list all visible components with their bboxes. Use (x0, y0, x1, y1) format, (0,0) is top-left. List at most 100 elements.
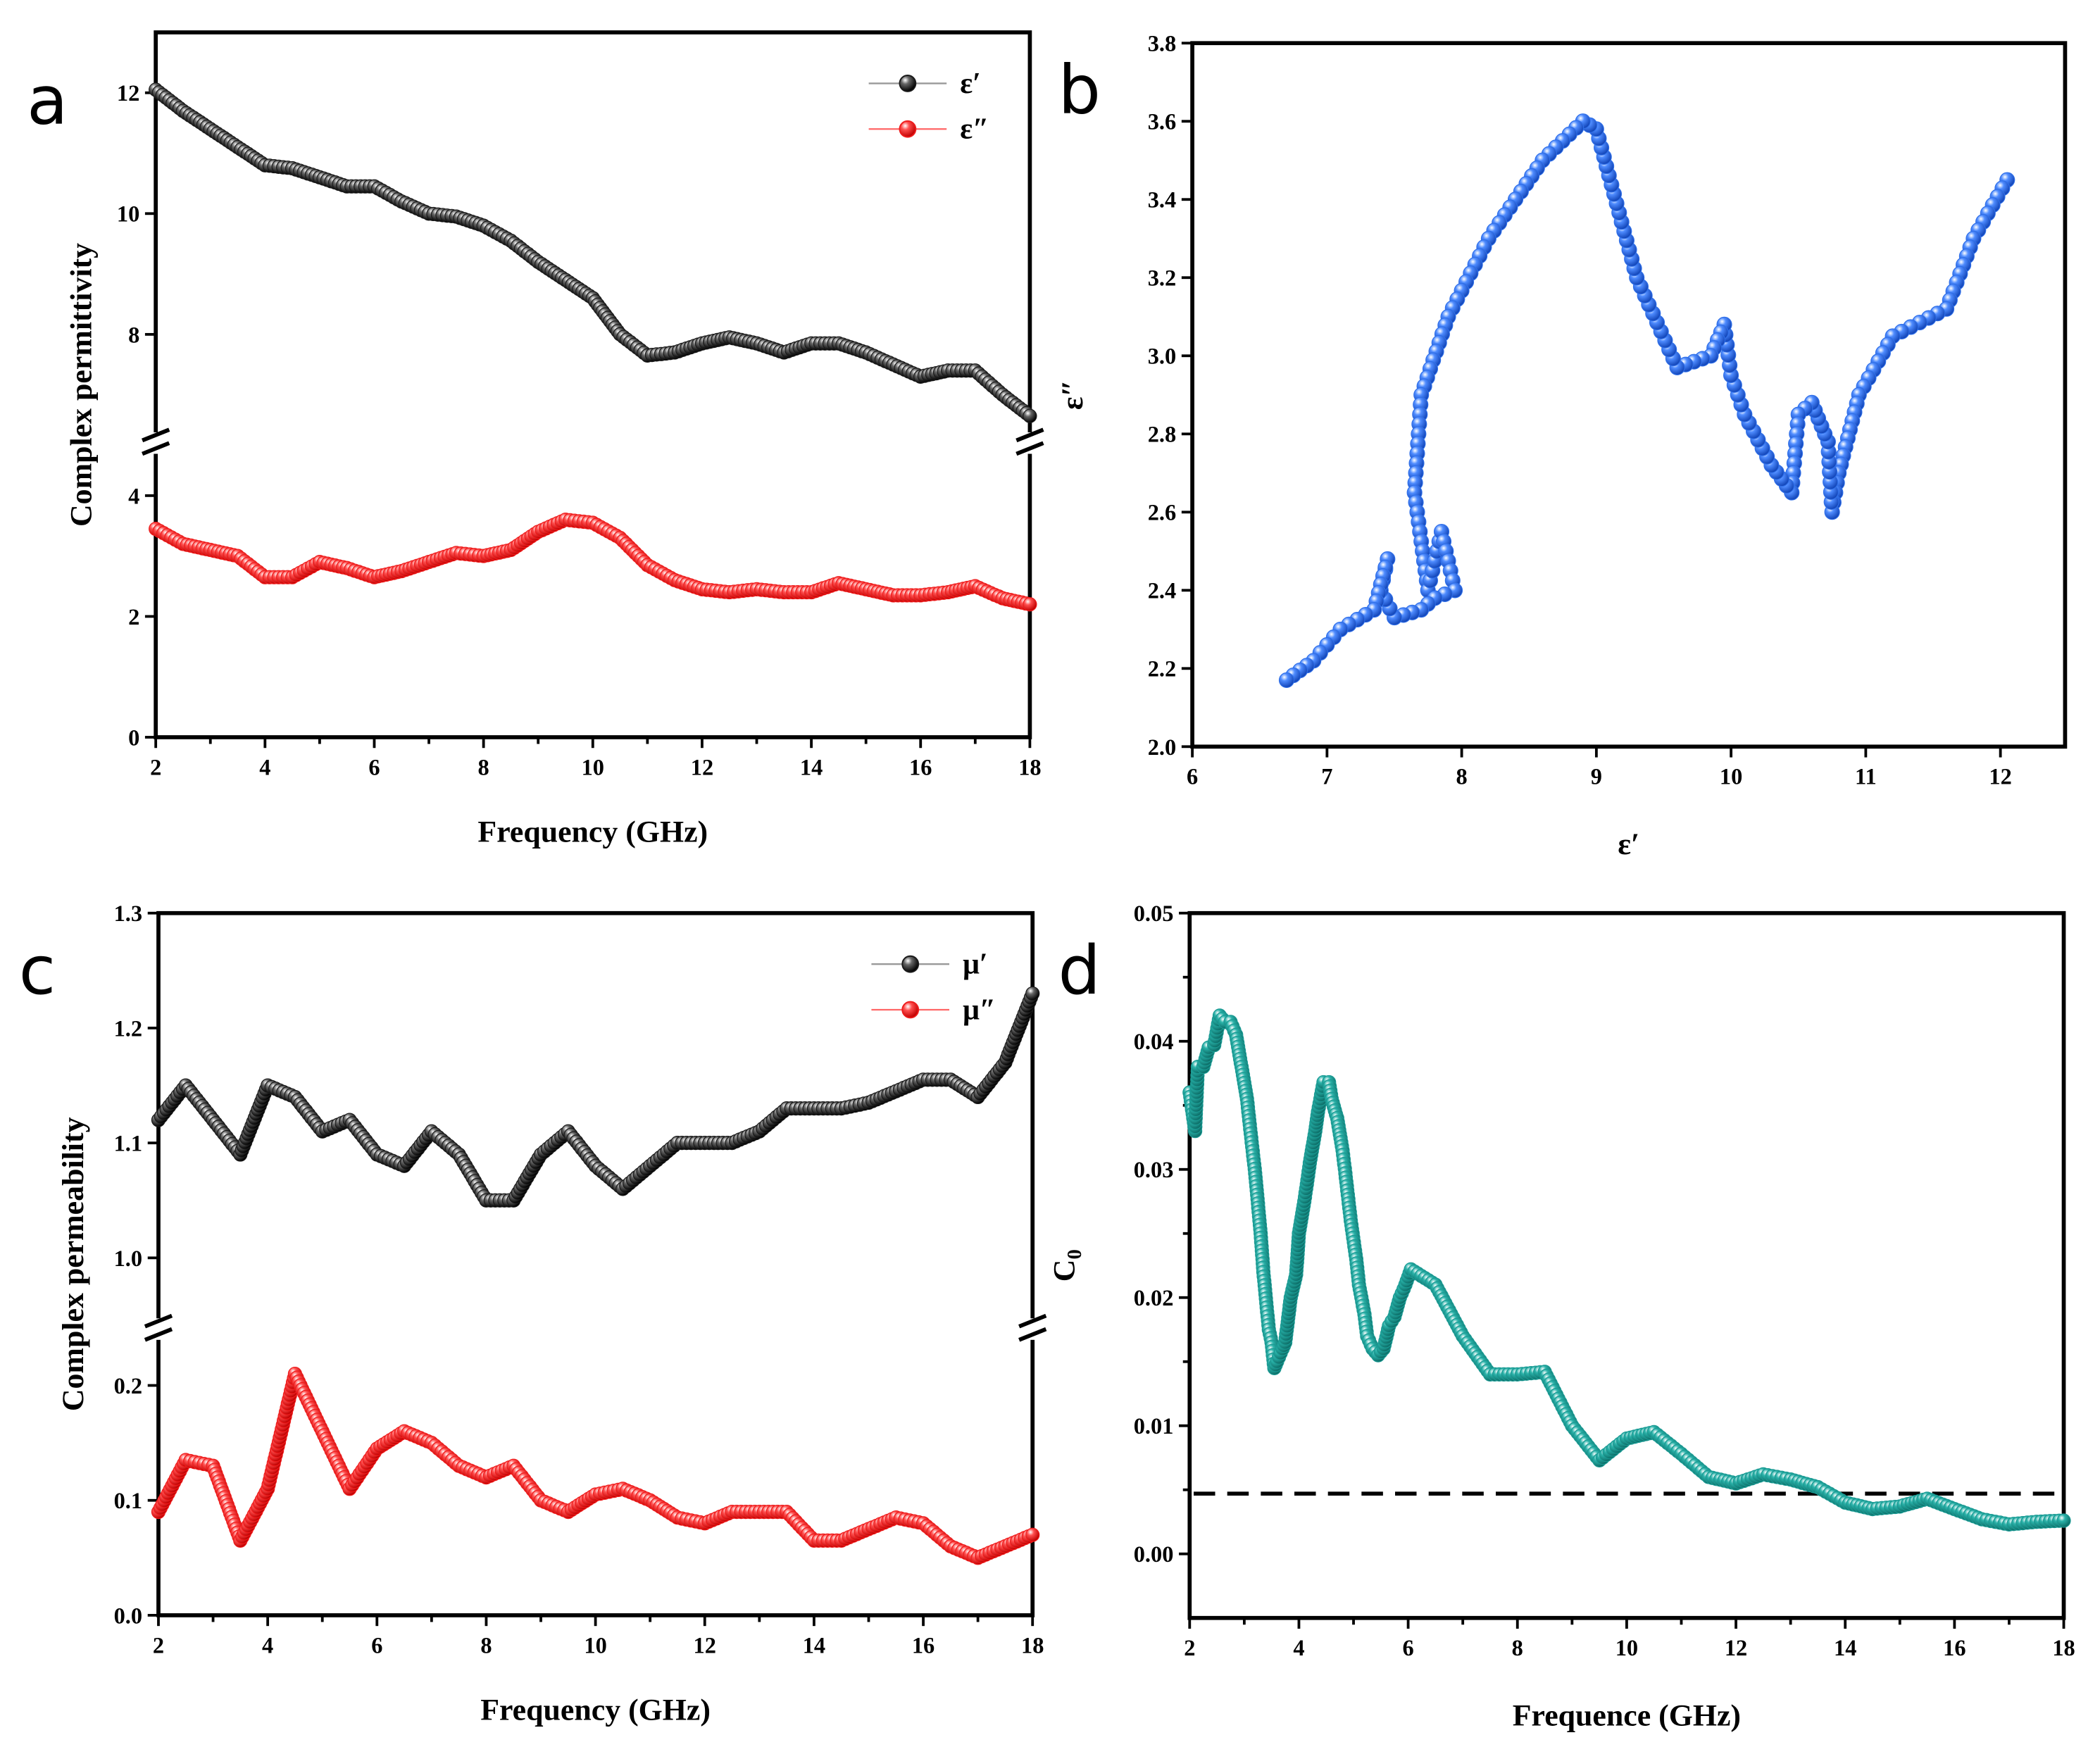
axis-break-mark (142, 427, 170, 443)
x-tick-label: 14 (800, 755, 823, 780)
x-tick-label: 7 (1321, 765, 1332, 790)
panel-letter: d (1058, 932, 1101, 1010)
y-tick-label: 3.8 (1148, 32, 1177, 57)
x-tick-label: 2 (150, 755, 161, 780)
x-tick-label: 6 (368, 755, 380, 780)
plot-frame (154, 30, 1032, 739)
x-axis-label: Frequence (GHz) (1513, 1698, 1741, 1732)
legend-marker (899, 120, 917, 138)
y-tick-label: 0.03 (1134, 1158, 1174, 1183)
y-tick-label: 0.00 (1134, 1542, 1174, 1567)
cole-cole-line (1286, 120, 2008, 681)
y-tick-label: 1.0 (114, 1246, 143, 1272)
legend-marker (901, 1001, 920, 1019)
y-axis-label: Complex permeability (56, 1117, 90, 1411)
y-tick-label: 3.2 (1148, 266, 1177, 292)
x-tick-label: 14 (1834, 1636, 1856, 1661)
x-tick-label: 4 (259, 755, 270, 780)
x-tick-label: 18 (1021, 1633, 1044, 1658)
x-tick-label: 18 (2052, 1636, 2075, 1661)
y-tick-label: 3.0 (1148, 344, 1177, 370)
x-tick-label: 12 (694, 1633, 716, 1658)
legend-marker (901, 955, 920, 973)
y-axis-label: C0 (1047, 1249, 1086, 1282)
axis-break-mark (142, 441, 170, 456)
y-tick-label: 1.1 (114, 1132, 143, 1157)
y-tick-label: 0 (128, 725, 139, 751)
y-tick-label: 2.8 (1148, 422, 1177, 448)
x-tick-label: 10 (1720, 765, 1742, 790)
y-tick-label: 2.4 (1148, 579, 1177, 604)
panel-d: d 2 4 6 8 10 12 14 16 18 Frequence (GHz) 0.00 0.01 0.… (1047, 901, 2075, 1732)
x-tick-label: 2 (153, 1633, 164, 1658)
x-tick-label: 9 (1591, 765, 1602, 790)
y-axis-label: Complex permittivity (65, 243, 99, 527)
legend-label: ε′ (960, 68, 981, 100)
x-tick-label: 6 (371, 1633, 382, 1658)
y-tick-label: 2.6 (1148, 501, 1177, 526)
x-tick-label: 10 (1615, 1636, 1638, 1661)
legend-label: ε″ (960, 113, 989, 146)
axis-break-mark (1018, 1327, 1047, 1342)
panel-b: b 6 7 8 9 10 11 12 ε′ 2.0 2.2 2.4 2.6 2.8 3.0 3.2 3.4 3.6… (1056, 32, 2068, 861)
x-tick-label: 4 (262, 1633, 273, 1658)
plot-frame (156, 910, 1035, 1617)
y-tick-label: 0.05 (1134, 901, 1174, 927)
y-axis-label: ε″ (1056, 380, 1089, 410)
y-tick-label: 2 (128, 605, 139, 630)
y-tick-label: 2.2 (1148, 657, 1177, 682)
axis-break-mark (1015, 441, 1044, 456)
x-tick-label: 18 (1018, 755, 1041, 780)
series-lower-point (1023, 597, 1037, 612)
x-tick-label: 8 (480, 1633, 492, 1658)
y-tick-label: 8 (128, 323, 139, 348)
x-axis-label: ε′ (1618, 827, 1639, 861)
x-tick-label: 11 (1855, 765, 1877, 790)
x-tick-label: 8 (1512, 1636, 1523, 1661)
x-tick-label: 16 (1943, 1636, 1965, 1661)
y-tick-label: 1.2 (114, 1016, 143, 1041)
y-tick-label: 0.0 (114, 1603, 143, 1629)
y-tick-label: 0.1 (114, 1489, 143, 1514)
series-lower-point (1025, 1527, 1040, 1542)
y-tick-label: 3.4 (1148, 188, 1177, 213)
series-upper-point (1025, 986, 1040, 1001)
axis-break-mark (1015, 427, 1044, 443)
x-tick-label: 2 (1184, 1636, 1195, 1661)
x-tick-label: 8 (1456, 765, 1468, 790)
x-tick-label: 8 (478, 755, 489, 780)
x-tick-label: 12 (1989, 765, 2011, 790)
x-axis-label: Frequency (GHz) (480, 1693, 711, 1727)
y-tick-label: 12 (117, 81, 139, 106)
legend-marker (899, 75, 917, 92)
panel-letter: a (27, 63, 68, 140)
y-tick-label: 1.3 (114, 901, 143, 927)
plot-frame (1190, 41, 2068, 749)
axis-break-mark (1018, 1313, 1047, 1329)
x-tick-label: 10 (582, 755, 604, 780)
panel-letter: b (1058, 51, 1101, 129)
x-axis-label: Frequency (GHz) (477, 815, 708, 849)
legend-label: μ″ (963, 994, 996, 1026)
y-tick-label: 2.0 (1148, 735, 1177, 760)
y-tick-label: 0.02 (1134, 1286, 1174, 1311)
axis-break-mark (144, 1327, 173, 1342)
x-tick-label: 12 (691, 755, 713, 780)
y-tick-label: 4 (128, 484, 139, 509)
x-tick-label: 10 (584, 1633, 606, 1658)
series-upper-point (1023, 408, 1037, 423)
y-tick-label: 0.04 (1134, 1029, 1174, 1055)
y-tick-label: 3.6 (1148, 110, 1177, 135)
x-tick-label: 16 (912, 1633, 935, 1658)
x-tick-label: 6 (1402, 1636, 1413, 1661)
panel-c: c 2 4 6 8 10 12 14 16 18 Frequency (GHz) 0.0 0.1 0.2 1… (19, 901, 1047, 1727)
x-tick-label: 14 (803, 1633, 825, 1658)
cole-cole-point (1278, 672, 1295, 689)
x-tick-label: 4 (1293, 1636, 1304, 1661)
x-tick-label: 6 (1187, 765, 1198, 790)
legend-label: μ′ (963, 948, 988, 981)
y-tick-label: 0.01 (1134, 1414, 1174, 1439)
y-tick-label: 10 (117, 202, 139, 227)
axis-break-mark (144, 1313, 173, 1329)
